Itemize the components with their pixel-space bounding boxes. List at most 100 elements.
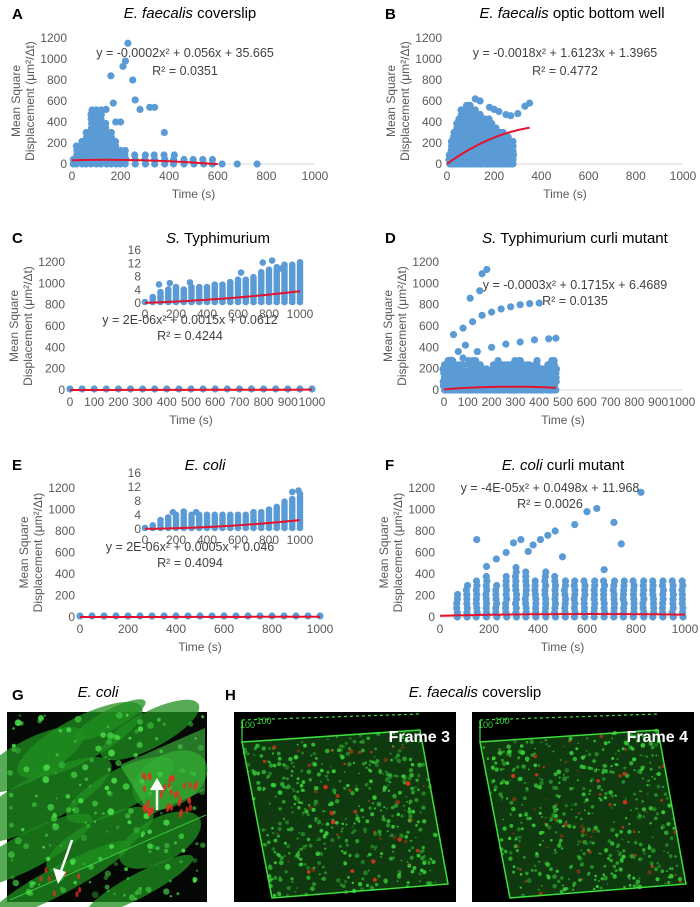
green-speck — [176, 892, 180, 895]
fluorescent-speck — [318, 803, 321, 805]
fluorescent-speck — [323, 833, 326, 837]
fluorescent-speck — [384, 881, 388, 885]
fluorescent-speck — [425, 859, 428, 862]
fluorescent-speck — [549, 816, 554, 821]
fluorescent-speck — [415, 778, 419, 782]
fluorescent-speck — [575, 747, 579, 751]
fluorescent-speck — [259, 754, 264, 758]
data-point — [542, 568, 550, 576]
green-speck — [38, 715, 44, 721]
red-bacterium — [187, 797, 191, 805]
y-axis-title-line1: Mean Square — [377, 516, 391, 588]
fluorescent-speck — [313, 789, 318, 794]
fluorescent-speck — [324, 774, 328, 778]
fluorescent-speck — [531, 823, 536, 828]
fluorescent-speck — [321, 823, 324, 826]
data-point — [478, 311, 486, 319]
data-point — [526, 300, 534, 308]
inset-data-point — [257, 508, 265, 516]
fluorescent-speck — [357, 819, 361, 823]
green-speck — [164, 848, 169, 854]
fluorescent-speck — [287, 860, 290, 864]
chart-title: E. coli — [185, 457, 227, 474]
fluorescent-speck — [342, 884, 346, 889]
fluorescent-speck — [586, 843, 589, 846]
fluorescent-speck — [667, 875, 671, 879]
green-speck — [88, 880, 92, 884]
data-point — [509, 539, 518, 547]
fluorescent-speck — [324, 847, 327, 850]
y-tick-label: 400 — [415, 567, 435, 581]
inset-data-point — [242, 276, 250, 283]
fluorescent-speck — [300, 788, 304, 792]
fluorescent-speck — [617, 850, 619, 853]
fluorescent-speck — [367, 869, 370, 872]
fluorescent-speck — [408, 802, 411, 805]
y-tick-label: 1200 — [408, 481, 435, 495]
fluorescent-speck — [515, 849, 520, 853]
fluorescent-speck — [666, 821, 671, 827]
fluorescent-speck — [428, 881, 433, 885]
data-point — [136, 105, 144, 113]
fluorescent-speck — [390, 805, 395, 810]
fluorescent-speck — [295, 852, 300, 857]
fluorescent-speck — [411, 809, 416, 814]
green-speck — [19, 721, 24, 726]
fluorescent-speck — [511, 768, 516, 772]
fluorescent-speck — [336, 736, 338, 738]
green-speck — [128, 894, 136, 901]
fluorescent-speck — [599, 734, 604, 739]
fluorescent-speck — [268, 802, 271, 805]
fluorescent-speck — [519, 873, 523, 876]
fluorescent-speck — [323, 842, 326, 845]
green-speck — [54, 771, 57, 775]
green-speck — [12, 727, 15, 730]
fluorescent-speck — [326, 770, 330, 774]
data-point — [552, 365, 561, 373]
fluorescent-speck — [338, 844, 342, 848]
inset-data-point — [242, 511, 250, 519]
fluorescent-speck — [656, 861, 659, 865]
chart-title: E. faecalis coverslip — [124, 5, 257, 22]
fluorescent-speck — [633, 883, 639, 889]
data-point — [109, 99, 117, 107]
green-speck — [133, 752, 139, 758]
fluorescent-speck — [262, 787, 266, 791]
fluorescent-speck — [268, 763, 274, 768]
fluorescent-speck — [593, 739, 596, 743]
fluorescent-speck — [392, 745, 395, 748]
inset-data-point — [226, 511, 234, 519]
red-bacterium — [176, 790, 180, 798]
fluorescent-speck — [421, 845, 425, 850]
fluorescent-speck — [553, 772, 558, 777]
fluorescent-speck — [348, 749, 354, 754]
data-point — [502, 340, 510, 348]
fluorescent-speck — [541, 830, 545, 834]
inset-x-tick-label: 600 — [228, 307, 248, 321]
fluorescent-speck — [565, 820, 568, 823]
fluorescent-speck — [563, 822, 568, 827]
fluorescent-speck — [391, 745, 395, 749]
fluorescent-speck — [340, 754, 345, 760]
fluorescent-speck — [582, 839, 588, 845]
green-speck — [72, 808, 75, 811]
fluorescent-speck — [266, 840, 271, 845]
fluorescent-speck — [533, 754, 537, 759]
fluorescent-speck — [600, 788, 604, 791]
green-speck — [192, 879, 197, 883]
fluorescent-speck — [660, 869, 665, 873]
fluorescent-speck — [344, 818, 347, 820]
fluorescent-speck — [331, 748, 335, 752]
inset-x-tick-label: 0 — [142, 533, 149, 547]
fluorescent-speck — [609, 770, 613, 774]
data-point — [591, 577, 599, 585]
fluorescent-speck — [277, 756, 282, 761]
fluorescent-speck — [348, 788, 352, 792]
x-tick-label: 800 — [624, 395, 644, 409]
green-speck — [8, 792, 14, 798]
fluorescent-speck — [314, 817, 318, 821]
inset-data-point — [195, 283, 203, 291]
fluorescent-speck — [597, 829, 600, 833]
fluorescent-speck — [539, 806, 542, 810]
